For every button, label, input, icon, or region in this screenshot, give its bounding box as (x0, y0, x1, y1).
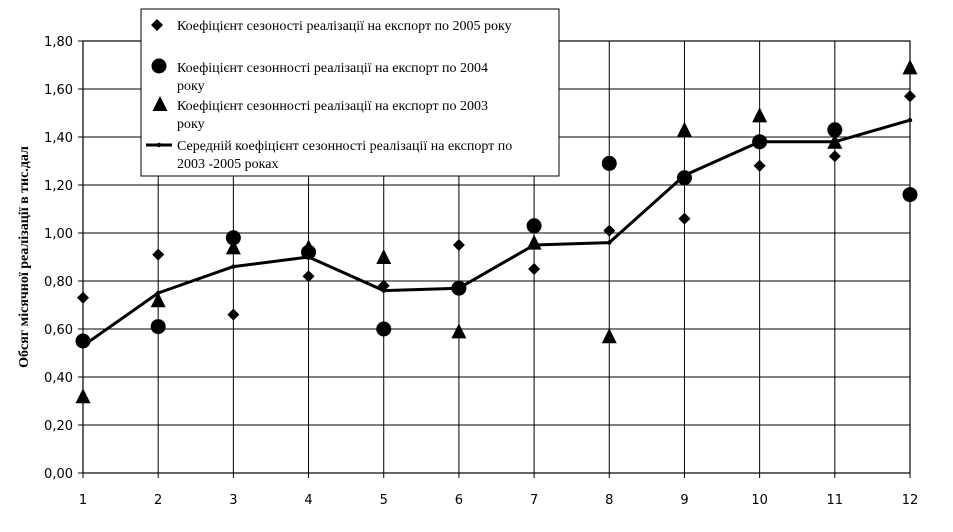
y-tick-label: 0,40 (44, 371, 73, 386)
data-point-circle (827, 122, 843, 138)
legend-entry: Коефіцієнт сезонності реалізації на експ… (152, 96, 488, 132)
x-tick-label: 3 (229, 493, 237, 508)
data-point-circle (451, 280, 467, 296)
legend-marker (152, 96, 168, 111)
data-point-triangle (676, 121, 692, 137)
legend-label: Коефіцієнт сезонності реалізації на експ… (177, 61, 488, 76)
data-point-circle (526, 218, 542, 234)
data-point-diamond (227, 308, 240, 321)
data-point-diamond (678, 212, 691, 225)
data-point-triangle (902, 59, 918, 75)
y-axis-label: Обсяг місячної реалізації в тис.дал (17, 146, 32, 368)
x-tick-label: 5 (380, 493, 388, 508)
legend-marker (151, 19, 163, 31)
x-tick-label: 1 (79, 493, 87, 508)
legend-entry: Коефіцієнт сезонності реалізації на експ… (151, 58, 488, 94)
data-point-diamond (753, 159, 766, 172)
y-tick-label: 0,80 (44, 275, 73, 290)
data-point-circle (376, 321, 392, 337)
legend: Коефіцієнт сезоності реалізації на експо… (140, 8, 560, 177)
data-point-triangle (150, 292, 166, 308)
data-point-diamond (828, 150, 841, 163)
legend-entry: Коефіцієнт сезоності реалізації на експо… (151, 19, 512, 34)
x-tick-label: 7 (530, 493, 538, 508)
data-point-triangle (752, 107, 768, 123)
data-point-triangle (451, 323, 467, 339)
y-tick-labels: 0,00 0,20 0,40 0,60 0,80 1,00 1,20 1,40 1,60 1,80 (44, 35, 73, 482)
data-point-circle (902, 187, 918, 203)
x-tick-labels: 1 2 3 4 5 6 7 8 9 10 11 12 (79, 493, 918, 508)
series-2 (75, 122, 918, 349)
data-point-circle (752, 134, 768, 150)
y-tick-label: 1,60 (44, 83, 73, 98)
data-point-diamond (152, 248, 165, 261)
legend-entry: Середній коефіцієнт сезонності реалізаці… (146, 139, 512, 172)
series-1 (77, 90, 916, 321)
x-tick-label: 4 (304, 493, 312, 508)
data-point-circle (75, 333, 91, 349)
data-point-dot (231, 264, 236, 269)
x-tick-label: 12 (902, 493, 919, 508)
legend-marker (151, 58, 167, 74)
x-tick-label: 2 (154, 493, 162, 508)
data-point-triangle (827, 133, 843, 149)
data-point-circle (150, 319, 166, 335)
data-point-diamond (302, 270, 315, 283)
y-tick-label: 0,60 (44, 323, 73, 338)
x-tick-label: 10 (751, 493, 768, 508)
legend-label: 2003 -2005 роках (177, 157, 278, 172)
y-tick-label: 1,80 (44, 35, 73, 50)
legend-marker (156, 142, 162, 148)
x-tick-label: 9 (680, 493, 688, 508)
data-point-circle (301, 244, 317, 260)
data-point-dot (907, 118, 913, 123)
data-point-diamond (377, 279, 390, 292)
data-point-circle (601, 155, 617, 171)
data-point-triangle (225, 239, 241, 255)
series-line (82, 118, 911, 348)
data-point-diamond (452, 239, 465, 251)
data-point-triangle (601, 328, 617, 344)
y-tick-label: 1,00 (44, 227, 73, 242)
data-point-diamond (904, 90, 916, 103)
data-point-triangle (376, 249, 392, 264)
y-tick-label: 1,40 (44, 131, 73, 146)
x-tick-label: 11 (827, 493, 844, 508)
y-tick-label: 1,20 (44, 179, 73, 194)
data-point-triangle (526, 234, 542, 250)
data-point-dot (607, 240, 612, 245)
y-tick-label: 0,20 (44, 419, 73, 434)
data-point-circle (676, 170, 692, 186)
legend-label: Коефіцієнт сезоності реалізації на експо… (177, 19, 512, 34)
legend-label: року (177, 79, 205, 94)
x-tick-label: 6 (455, 493, 463, 508)
data-point-diamond (77, 291, 89, 304)
data-point-triangle (75, 388, 91, 404)
legend-box (140, 8, 560, 177)
data-point-diamond (603, 224, 616, 237)
legend-label: Середній коефіцієнт сезонності реалізаці… (177, 139, 512, 154)
series-layer (75, 59, 918, 404)
legend-label: року (177, 117, 205, 132)
y-tick-label: 0,00 (44, 467, 73, 482)
data-point-diamond (528, 263, 541, 275)
data-point-circle (225, 230, 241, 246)
legend-label: Коефіцієнт сезонності реалізації на експ… (177, 99, 488, 114)
x-tick-label: 8 (605, 493, 613, 508)
